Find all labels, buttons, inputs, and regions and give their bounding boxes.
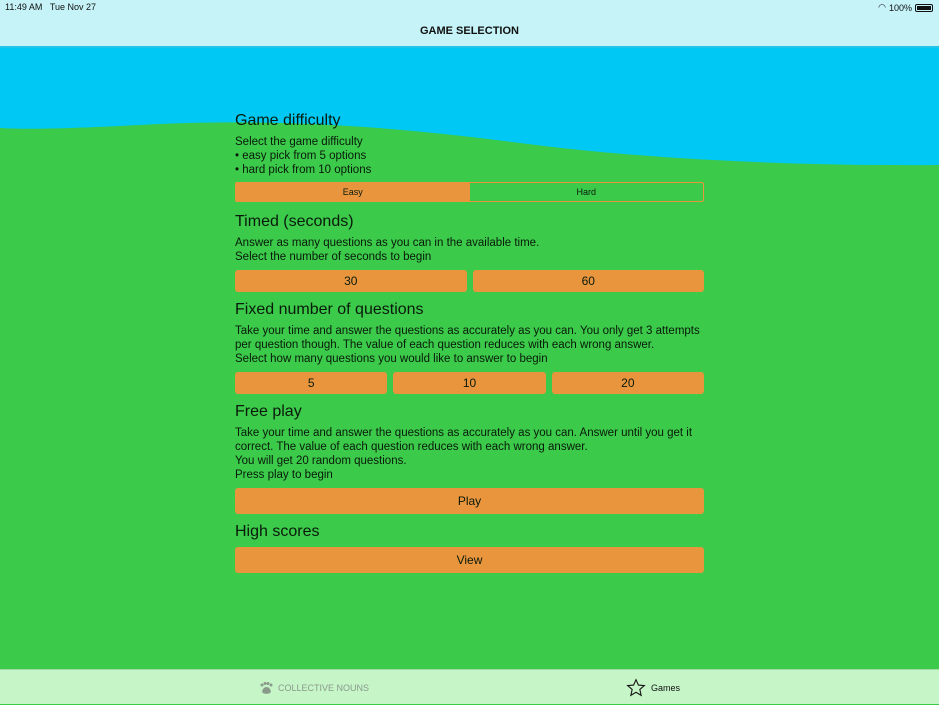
desc: Select the game difficulty bbox=[235, 136, 363, 148]
desc: Answer as many questions as you can in t… bbox=[235, 237, 540, 249]
desc: You will get 20 random questions. bbox=[235, 455, 407, 467]
tab-games[interactable]: Games bbox=[626, 670, 680, 705]
difficulty-section: Game difficulty Select the game difficul… bbox=[235, 112, 704, 202]
fixed-20-button[interactable]: 20 bbox=[551, 372, 704, 394]
section-title: High scores bbox=[235, 523, 320, 540]
desc: Select how many questions you would like… bbox=[235, 353, 548, 365]
desc: • easy pick from 5 options bbox=[235, 150, 367, 162]
tab-collective-nouns[interactable]: COLLECTIVE NOUNS bbox=[259, 670, 369, 705]
desc: Select the number of seconds to begin bbox=[235, 251, 432, 263]
segment-hard[interactable]: Hard bbox=[576, 187, 596, 197]
high-scores-section: High scores View bbox=[235, 523, 704, 573]
fixed-10-button[interactable]: 10 bbox=[393, 372, 546, 394]
desc: • hard pick from 10 options bbox=[235, 164, 372, 176]
section-title: Fixed number of questions bbox=[235, 301, 424, 318]
tab-bar: COLLECTIVE NOUNS Games bbox=[0, 669, 939, 704]
section-title: Game difficulty bbox=[235, 112, 341, 129]
desc: Press play to begin bbox=[235, 469, 333, 481]
timed-30-button[interactable]: 30 bbox=[235, 270, 467, 292]
desc: Take your time and answer the questions … bbox=[235, 325, 700, 351]
battery-percent: 100% bbox=[888, 2, 912, 13]
tab-label: Games bbox=[651, 682, 681, 693]
view-high-scores-button[interactable]: View bbox=[235, 547, 704, 573]
free-play-section: Free play Take your time and answer the … bbox=[235, 403, 704, 514]
nav-bar: GAME SELECTION bbox=[0, 14, 939, 48]
play-button[interactable]: Play bbox=[235, 488, 704, 514]
status-time: 11:49 AM Tue Nov 27 bbox=[5, 2, 97, 12]
desc: Take your time and answer the questions … bbox=[235, 427, 693, 453]
star-icon bbox=[626, 677, 646, 696]
fixed-5-button[interactable]: 5 bbox=[235, 372, 388, 394]
section-title: Free play bbox=[235, 403, 302, 420]
battery-icon bbox=[915, 3, 933, 12]
timed-60-button[interactable]: 60 bbox=[472, 270, 704, 292]
timed-section: Timed (seconds) Answer as many questions… bbox=[235, 213, 704, 292]
tab-label: COLLECTIVE NOUNS bbox=[278, 682, 370, 693]
status-bar: 11:49 AM Tue Nov 27 ◠ 100% bbox=[0, 0, 939, 14]
wave-background bbox=[0, 48, 939, 166]
difficulty-segmented-control[interactable]: Easy Hard bbox=[235, 182, 704, 202]
section-title: Timed (seconds) bbox=[235, 213, 354, 230]
fixed-section: Fixed number of questions Take your time… bbox=[235, 301, 704, 394]
paw-icon bbox=[260, 681, 273, 694]
segment-easy[interactable]: Easy bbox=[236, 183, 470, 201]
wifi-icon: ◠ bbox=[878, 2, 886, 12]
page-title: GAME SELECTION bbox=[419, 25, 519, 37]
